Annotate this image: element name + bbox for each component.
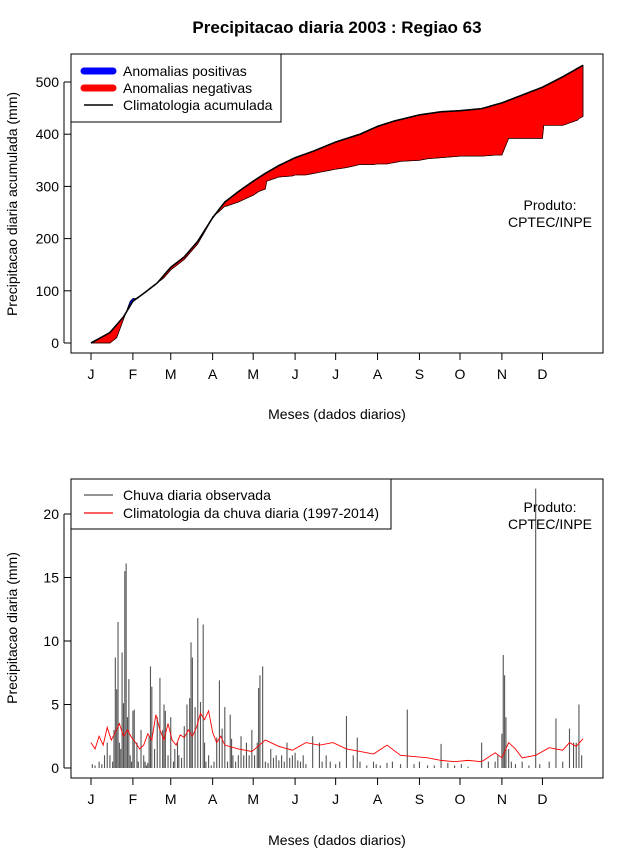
accumulated-x-tick-label: M [165, 366, 177, 382]
legend-label-daily-climatology: Climatologia da chuva diaria (1997-2014) [123, 505, 379, 521]
daily-y-tick-label: 5 [51, 697, 59, 713]
daily-chart: J F M A M J J A S O N D 0 5 10 15 20 Meses (dados diario… [4, 478, 604, 848]
accumulated-y-tick-label: 300 [36, 178, 60, 194]
climatology-accumulated-line [90, 64, 584, 344]
accumulated-axes: J F M A M J J A S O N D 0 100 200 300 400 500 [36, 74, 548, 382]
daily-x-tick-label: D [537, 791, 547, 807]
accumulated-x-axis-label: Meses (dados diarios) [268, 406, 406, 422]
accumulated-y-tick-label: 500 [36, 74, 60, 90]
accumulated-legend: Anomalias positivas Anomalias negativas … [70, 53, 282, 123]
daily-legend-box [70, 478, 392, 530]
legend-label-negative: Anomalias negativas [123, 80, 252, 96]
accumulated-x-tick-label: J [88, 366, 95, 382]
accumulated-x-tick-label: A [373, 366, 383, 382]
accumulated-y-tick-label: 0 [51, 335, 59, 351]
accumulated-y-tick-label: 100 [36, 283, 60, 299]
accumulated-x-tick-label: A [208, 366, 218, 382]
accumulated-product-source: CPTEC/INPE [508, 214, 592, 230]
accumulated-x-tick-label: J [292, 366, 299, 382]
daily-y-tick-label: 10 [43, 633, 59, 649]
legend-label-climatology: Climatologia acumulada [123, 97, 273, 113]
daily-x-tick-label: O [455, 791, 466, 807]
accumulated-x-tick-label: N [497, 366, 507, 382]
daily-x-tick-label: J [88, 791, 95, 807]
daily-x-tick-label: J [292, 791, 299, 807]
daily-legend: Chuva diaria observada Climatologia da c… [70, 478, 392, 530]
accumulated-x-tick-label: D [537, 366, 547, 382]
accumulated-y-tick-label: 400 [36, 126, 60, 142]
accumulated-data-layer [90, 64, 584, 344]
climatology-daily-line [90, 709, 584, 763]
daily-y-tick-label: 20 [43, 506, 59, 522]
daily-x-tick-label: M [247, 791, 259, 807]
daily-x-tick-label: N [497, 791, 507, 807]
daily-x-tick-label: A [208, 791, 218, 807]
daily-x-tick-label: J [332, 791, 339, 807]
legend-label-observed: Chuva diaria observada [123, 487, 271, 503]
accumulated-x-tick-label: O [455, 366, 466, 382]
accumulated-x-tick-label: J [332, 366, 339, 382]
accumulated-x-tick-label: F [129, 366, 138, 382]
daily-product-source: CPTEC/INPE [508, 516, 592, 532]
daily-x-tick-label: S [415, 791, 424, 807]
accumulated-y-tick-label: 200 [36, 231, 60, 247]
daily-y-tick-label: 15 [43, 570, 59, 586]
daily-x-tick-label: M [165, 791, 177, 807]
figure-title: Precipitacao diaria 2003 : Regiao 63 [192, 18, 481, 37]
daily-data-layer [90, 488, 584, 768]
accumulated-x-tick-label: M [247, 366, 259, 382]
daily-y-axis-label: Precipitacao diaria (mm) [4, 552, 20, 704]
accumulated-product-label: Produto: [524, 197, 577, 213]
daily-x-axis-label: Meses (dados diarios) [268, 832, 406, 848]
accumulated-y-axis-label: Precipitacao diaria acumulada (mm) [4, 92, 20, 316]
daily-x-tick-label: F [129, 791, 138, 807]
accumulated-chart: J F M A M J J A S O N D 0 100 200 300 400 500 Meses (dado… [4, 53, 604, 422]
daily-product-label: Produto: [524, 499, 577, 515]
daily-axes: J F M A M J J A S O N D 0 5 10 15 20 [43, 506, 547, 807]
observed-accumulated-line [91, 116, 584, 344]
accumulated-x-tick-label: S [415, 366, 424, 382]
legend-label-positive: Anomalias positivas [123, 63, 247, 79]
daily-x-tick-label: A [373, 791, 383, 807]
daily-y-tick-label: 0 [51, 760, 59, 776]
